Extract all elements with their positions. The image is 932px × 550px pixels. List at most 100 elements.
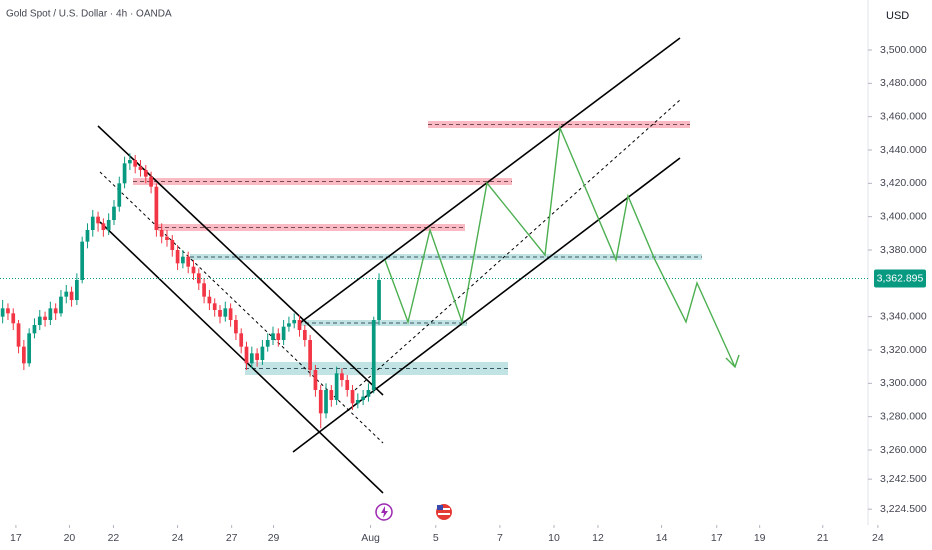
- candle-body: [170, 240, 175, 250]
- candle-body: [16, 323, 21, 347]
- y-tick-label: 3,340.000: [880, 310, 927, 322]
- candle-body: [281, 326, 286, 340]
- candle-body: [32, 325, 37, 334]
- candle-body: [249, 353, 254, 364]
- projection-path: [384, 125, 736, 368]
- candle-body: [159, 230, 164, 237]
- candle-body: [340, 373, 344, 380]
- candle-body: [59, 296, 63, 314]
- x-tick-label: Aug: [361, 532, 380, 544]
- y-tick-label: 3,300.000: [880, 377, 927, 389]
- currency-label: USD: [886, 10, 909, 22]
- y-tick-label: 3,320.000: [880, 344, 927, 356]
- y-tick-label: 3,420.000: [880, 177, 927, 189]
- candle-body: [85, 230, 90, 242]
- y-tick-label: 3,380.000: [880, 244, 927, 256]
- candle-body: [239, 333, 244, 347]
- candle-body: [265, 340, 270, 347]
- event-icon-bolt: [381, 506, 388, 518]
- x-tick-label: 5: [433, 532, 439, 544]
- x-tick-label: 14: [656, 532, 668, 544]
- y-tick-label: 3,242.500: [880, 473, 927, 485]
- candle-body: [361, 396, 365, 400]
- candle-body: [149, 176, 153, 187]
- channel-midline: [354, 99, 681, 391]
- candle-body: [175, 250, 180, 264]
- candle-body: [228, 308, 233, 320]
- candle-body: [276, 333, 281, 340]
- candle-body: [138, 166, 143, 170]
- candle-body: [27, 333, 32, 364]
- x-tick-label: 24: [172, 532, 184, 544]
- x-tick-label: 27: [226, 532, 238, 544]
- resistance-zone: [428, 121, 690, 128]
- candle-body: [260, 346, 265, 360]
- candles: [0, 153, 381, 429]
- candle-body: [186, 256, 191, 267]
- candle-body: [64, 291, 69, 297]
- candle-body: [96, 216, 100, 224]
- candle-body: [271, 333, 275, 340]
- candle-body: [143, 170, 148, 177]
- channel-line: [99, 221, 384, 494]
- x-tick-label: 24: [872, 532, 884, 544]
- candle-body: [191, 266, 196, 274]
- x-tick-label: 29: [268, 532, 280, 544]
- x-tick-label: 7: [497, 532, 503, 544]
- candle-body: [181, 256, 185, 264]
- x-tick-label: 12: [592, 532, 604, 544]
- candle-body: [234, 320, 238, 334]
- candle-body: [218, 310, 222, 317]
- candle-body: [106, 220, 111, 230]
- candle-body: [345, 380, 350, 390]
- candle-body: [165, 236, 169, 240]
- candle-body: [22, 346, 26, 364]
- candle-body: [318, 390, 323, 414]
- projection-arrowhead: [725, 354, 740, 369]
- candle-body: [377, 280, 381, 320]
- candle-body: [117, 183, 122, 207]
- y-tick-label: 3,260.000: [880, 444, 927, 456]
- candle-body: [244, 346, 249, 364]
- candle-body: [355, 400, 360, 404]
- y-tick-label: 3,480.000: [880, 77, 927, 89]
- candle-body: [202, 283, 206, 297]
- candle-body: [287, 323, 291, 327]
- candle-body: [297, 320, 302, 330]
- x-tick-label: 17: [711, 532, 723, 544]
- x-tick-label: 22: [108, 532, 120, 544]
- x-tick-label: 17: [10, 532, 22, 544]
- y-tick-label: 3,400.000: [880, 210, 927, 222]
- candle-body: [133, 160, 138, 167]
- y-tick-label: 3,224.500: [880, 503, 927, 515]
- candle-body: [308, 340, 312, 370]
- candle-body: [43, 316, 47, 320]
- candle-body: [313, 370, 318, 390]
- candle-body: [80, 241, 85, 280]
- candle-body: [11, 313, 16, 324]
- y-tick-label: 3,280.000: [880, 410, 927, 422]
- candle-body: [255, 353, 259, 360]
- resistance-zone: [158, 224, 465, 231]
- flag-stripe: [438, 508, 450, 510]
- candle-body: [350, 390, 355, 404]
- x-tick-label: 10: [548, 532, 560, 544]
- candle-body: [212, 303, 217, 310]
- candle-body: [69, 291, 74, 300]
- candle-body: [6, 308, 10, 314]
- y-tick-label: 3,500.000: [880, 44, 927, 56]
- candle-body: [302, 330, 307, 340]
- candle-body: [122, 163, 127, 184]
- flag-stripe: [438, 513, 450, 515]
- y-tick-label: 3,460.000: [880, 110, 927, 122]
- last-price-badge: [874, 269, 926, 288]
- candle-body: [37, 316, 42, 325]
- last-price-label: 3,362.895: [877, 272, 924, 284]
- candle-body: [207, 296, 212, 304]
- candle-body: [329, 390, 334, 400]
- x-tick-label: 21: [817, 532, 829, 544]
- candle-body: [75, 280, 79, 300]
- candle-body: [90, 216, 95, 230]
